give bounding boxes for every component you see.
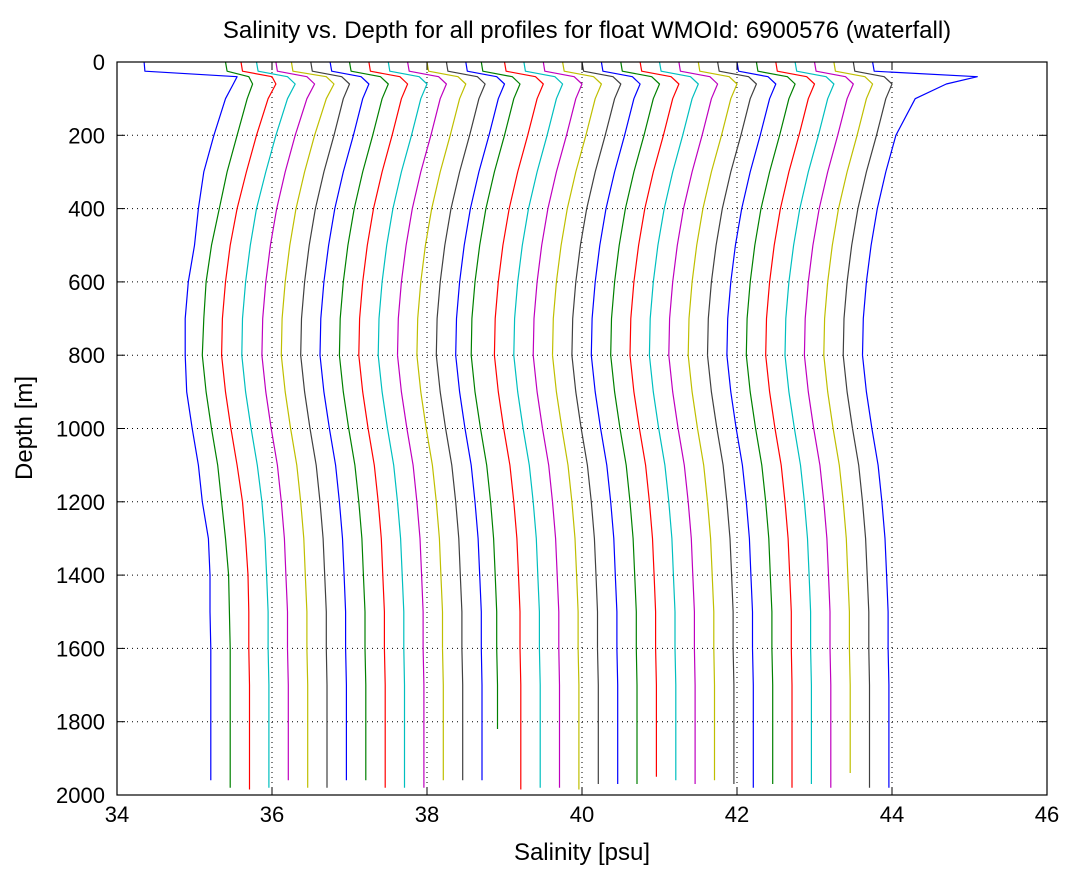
grid-lines [117, 62, 1047, 795]
profile-line-30 [745, 61, 796, 784]
x-tick-label: 46 [1035, 802, 1059, 827]
profile-line-12 [396, 61, 447, 788]
profile-line-20 [551, 61, 603, 790]
profile-line-29 [726, 61, 777, 788]
profile-line-32 [784, 61, 835, 784]
x-tick-label: 40 [570, 802, 594, 827]
profile-line-31 [765, 61, 816, 788]
profile-line-1 [143, 61, 238, 781]
y-tick-label: 800 [68, 343, 105, 368]
profile-line-28 [706, 61, 758, 784]
profile-line-6 [280, 61, 335, 788]
profile-line-11 [377, 61, 428, 788]
profile-line-14 [435, 61, 486, 781]
y-tick-label: 1600 [56, 636, 105, 661]
x-tick-label: 44 [880, 802, 904, 827]
profile-line-33 [803, 61, 854, 788]
profile-line-17 [493, 61, 544, 790]
profile-line-7 [300, 61, 351, 788]
profile-line-15 [455, 61, 506, 781]
profile-line-21 [571, 61, 622, 784]
y-tick-label: 200 [68, 123, 105, 148]
y-tick-label: 0 [93, 50, 105, 75]
x-axis-label: Salinity [psu] [514, 839, 650, 866]
y-axis-ticks: 0 200 400 600 800 1000 1200 1400 1600 1800 2000 [56, 50, 1047, 808]
y-tick-label: 400 [68, 197, 105, 222]
y-tick-label: 2000 [56, 783, 105, 808]
x-tick-label: 38 [415, 802, 439, 827]
profile-line-27 [687, 61, 738, 781]
x-tick-label: 36 [260, 802, 284, 827]
profile-lines [143, 61, 978, 790]
profile-line-10 [358, 61, 409, 788]
profile-line-36 [861, 61, 978, 788]
y-tick-label: 1000 [56, 417, 105, 442]
profile-line-18 [513, 61, 564, 788]
x-tick-label: 42 [725, 802, 749, 827]
y-axis-label: Depth [m] [11, 376, 38, 480]
profile-line-34 [823, 61, 874, 773]
y-tick-label: 600 [68, 270, 105, 295]
profile-line-19 [532, 61, 583, 788]
y-tick-label: 1200 [56, 490, 105, 515]
profile-line-26 [668, 61, 719, 784]
profile-line-9 [338, 61, 389, 781]
y-tick-label: 1400 [56, 563, 105, 588]
profile-line-16 [470, 61, 521, 729]
profile-line-23 [610, 61, 661, 784]
profile-line-2 [201, 61, 254, 788]
profile-line-3 [221, 61, 277, 790]
profile-line-4 [241, 61, 296, 788]
profile-line-5 [261, 61, 316, 781]
profile-line-8 [319, 61, 370, 781]
chart-title: Salinity vs. Depth for all profiles for … [223, 17, 951, 44]
profile-line-22 [590, 61, 641, 784]
profile-line-24 [629, 61, 680, 777]
y-tick-label: 1800 [56, 710, 105, 735]
profile-line-13 [416, 61, 467, 781]
profile-line-25 [648, 61, 699, 781]
x-axis-ticks: 34 36 38 40 42 44 46 [105, 62, 1059, 827]
profile-line-35 [842, 61, 893, 788]
x-tick-label: 34 [105, 802, 129, 827]
